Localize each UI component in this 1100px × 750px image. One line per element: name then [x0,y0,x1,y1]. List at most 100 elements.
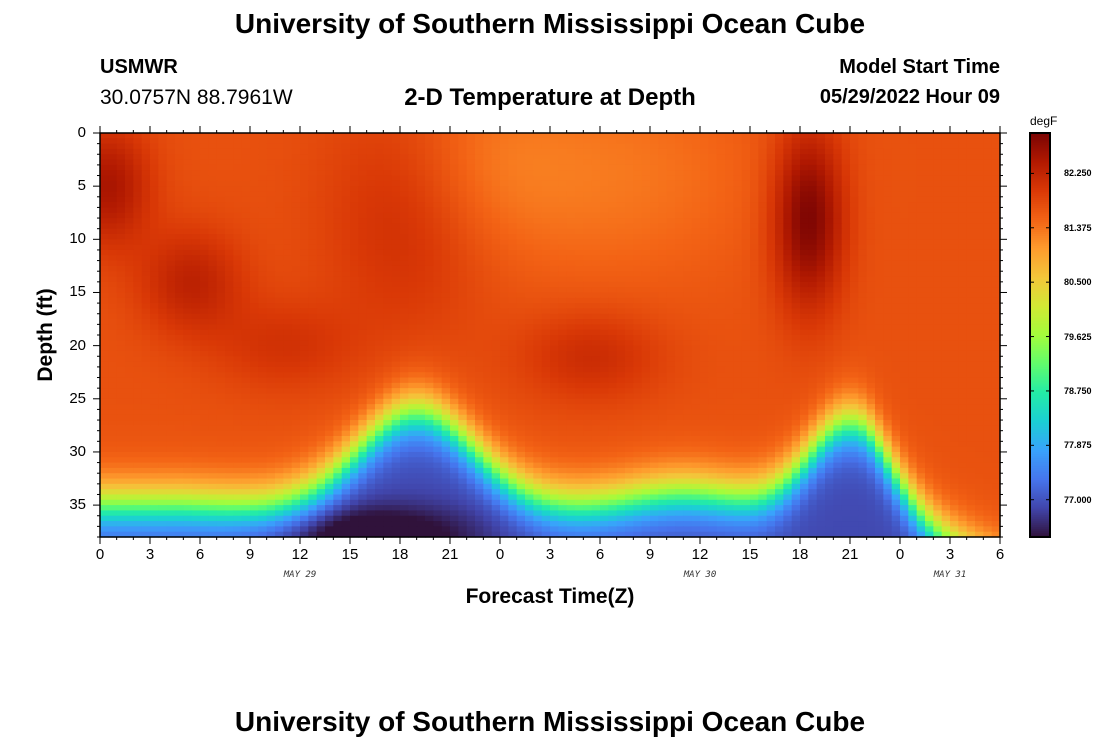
heatmap-cell [291,366,301,373]
heatmap-cell [516,255,526,262]
heatmap-cell [816,212,826,219]
heatmap-cell [433,218,443,224]
heatmap-cell [366,207,376,214]
heatmap-cell [308,154,318,161]
heatmap-cell [266,234,276,240]
heatmap-cell [258,287,268,294]
heatmap-cell [241,196,251,203]
heatmap-cell [533,265,543,272]
heatmap-cell [358,329,368,336]
heatmap-cell [458,133,468,139]
heatmap-cell [458,372,468,379]
heatmap-cell [391,218,401,224]
heatmap-cell [633,345,643,352]
heatmap-cell [666,255,676,262]
heatmap-cell [175,170,184,177]
heatmap-cell [308,276,318,283]
heatmap-cell [608,143,618,150]
heatmap-cell [858,281,868,288]
heatmap-cell [816,143,826,150]
heatmap-cell [375,319,384,325]
heatmap-cell [158,175,168,182]
heatmap-cell [525,361,534,368]
heatmap-cell [241,303,251,310]
heatmap-cell [200,271,209,278]
heatmap-cell [391,154,401,161]
heatmap-cell [625,292,634,299]
heatmap-cell [375,303,384,310]
heatmap-cell [308,164,318,171]
heatmap-cell [691,191,701,198]
heatmap-cell [275,133,284,139]
heatmap-cell [758,196,768,203]
heatmap-cell [375,361,384,368]
heatmap-cell [908,366,918,373]
heatmap-cell [466,308,476,315]
heatmap-cell [233,255,243,262]
heatmap-cell [150,191,159,198]
heatmap-cell [991,265,1001,272]
heatmap-cell [658,340,668,347]
heatmap-cell [508,164,518,171]
heatmap-cell [808,207,818,214]
heatmap-cell [750,191,759,198]
heatmap-cell [958,281,968,288]
heatmap-cell [883,202,893,209]
heatmap-cell [350,180,359,187]
heatmap-cell [525,239,534,246]
heatmap-cell [100,234,109,240]
heatmap-cell [358,154,368,161]
heatmap-cell [641,350,651,357]
heatmap-cell [891,356,901,363]
heatmap-cell [483,239,493,246]
heatmap-cell [508,207,518,214]
heatmap-cell [750,324,759,331]
heatmap-cell [900,244,909,251]
heatmap-cell [650,218,659,224]
heatmap-cell [183,175,193,182]
heatmap-cell [391,148,401,155]
heatmap-cell [883,191,893,198]
heatmap-cell [683,281,693,288]
heatmap-cell [691,324,701,331]
heatmap-cell [550,260,559,267]
heatmap-cell [341,335,351,341]
heatmap-cell [808,239,818,246]
heatmap-cell [333,138,343,145]
heatmap-cell [416,297,426,304]
heatmap-cell [450,249,459,256]
heatmap-cell [575,281,584,288]
heatmap-cell [391,329,401,336]
heatmap-cell [808,281,818,288]
heatmap-cell [850,186,859,193]
heatmap-cell [600,202,609,209]
heatmap-cell [550,138,559,145]
heatmap-cell [700,313,709,320]
heatmap-cell [375,255,384,262]
heatmap-cell [833,308,843,315]
heatmap-cell [341,175,351,182]
heatmap-cell [441,255,451,262]
heatmap-cell [208,234,218,240]
heatmap-cell [475,297,484,304]
heatmap-cell [583,212,593,219]
heatmap-cell [625,345,634,352]
heatmap-cell [983,265,993,272]
heatmap-cell [750,234,759,240]
heatmap-cell [383,234,393,240]
heatmap-cell [141,191,151,198]
heatmap-cell [875,356,884,363]
heatmap-cell [758,223,768,230]
heatmap-cell [933,239,943,246]
heatmap-cell [383,303,393,310]
heatmap-cell [391,265,401,272]
heatmap-cell [958,265,968,272]
heatmap-cell [191,148,201,155]
heatmap-cell [100,175,109,182]
heatmap-cell [166,159,176,166]
heatmap-cell [291,276,301,283]
heatmap-cell [875,223,884,230]
heatmap-cell [750,265,759,272]
heatmap-cell [975,175,984,182]
heatmap-cell [900,154,909,161]
